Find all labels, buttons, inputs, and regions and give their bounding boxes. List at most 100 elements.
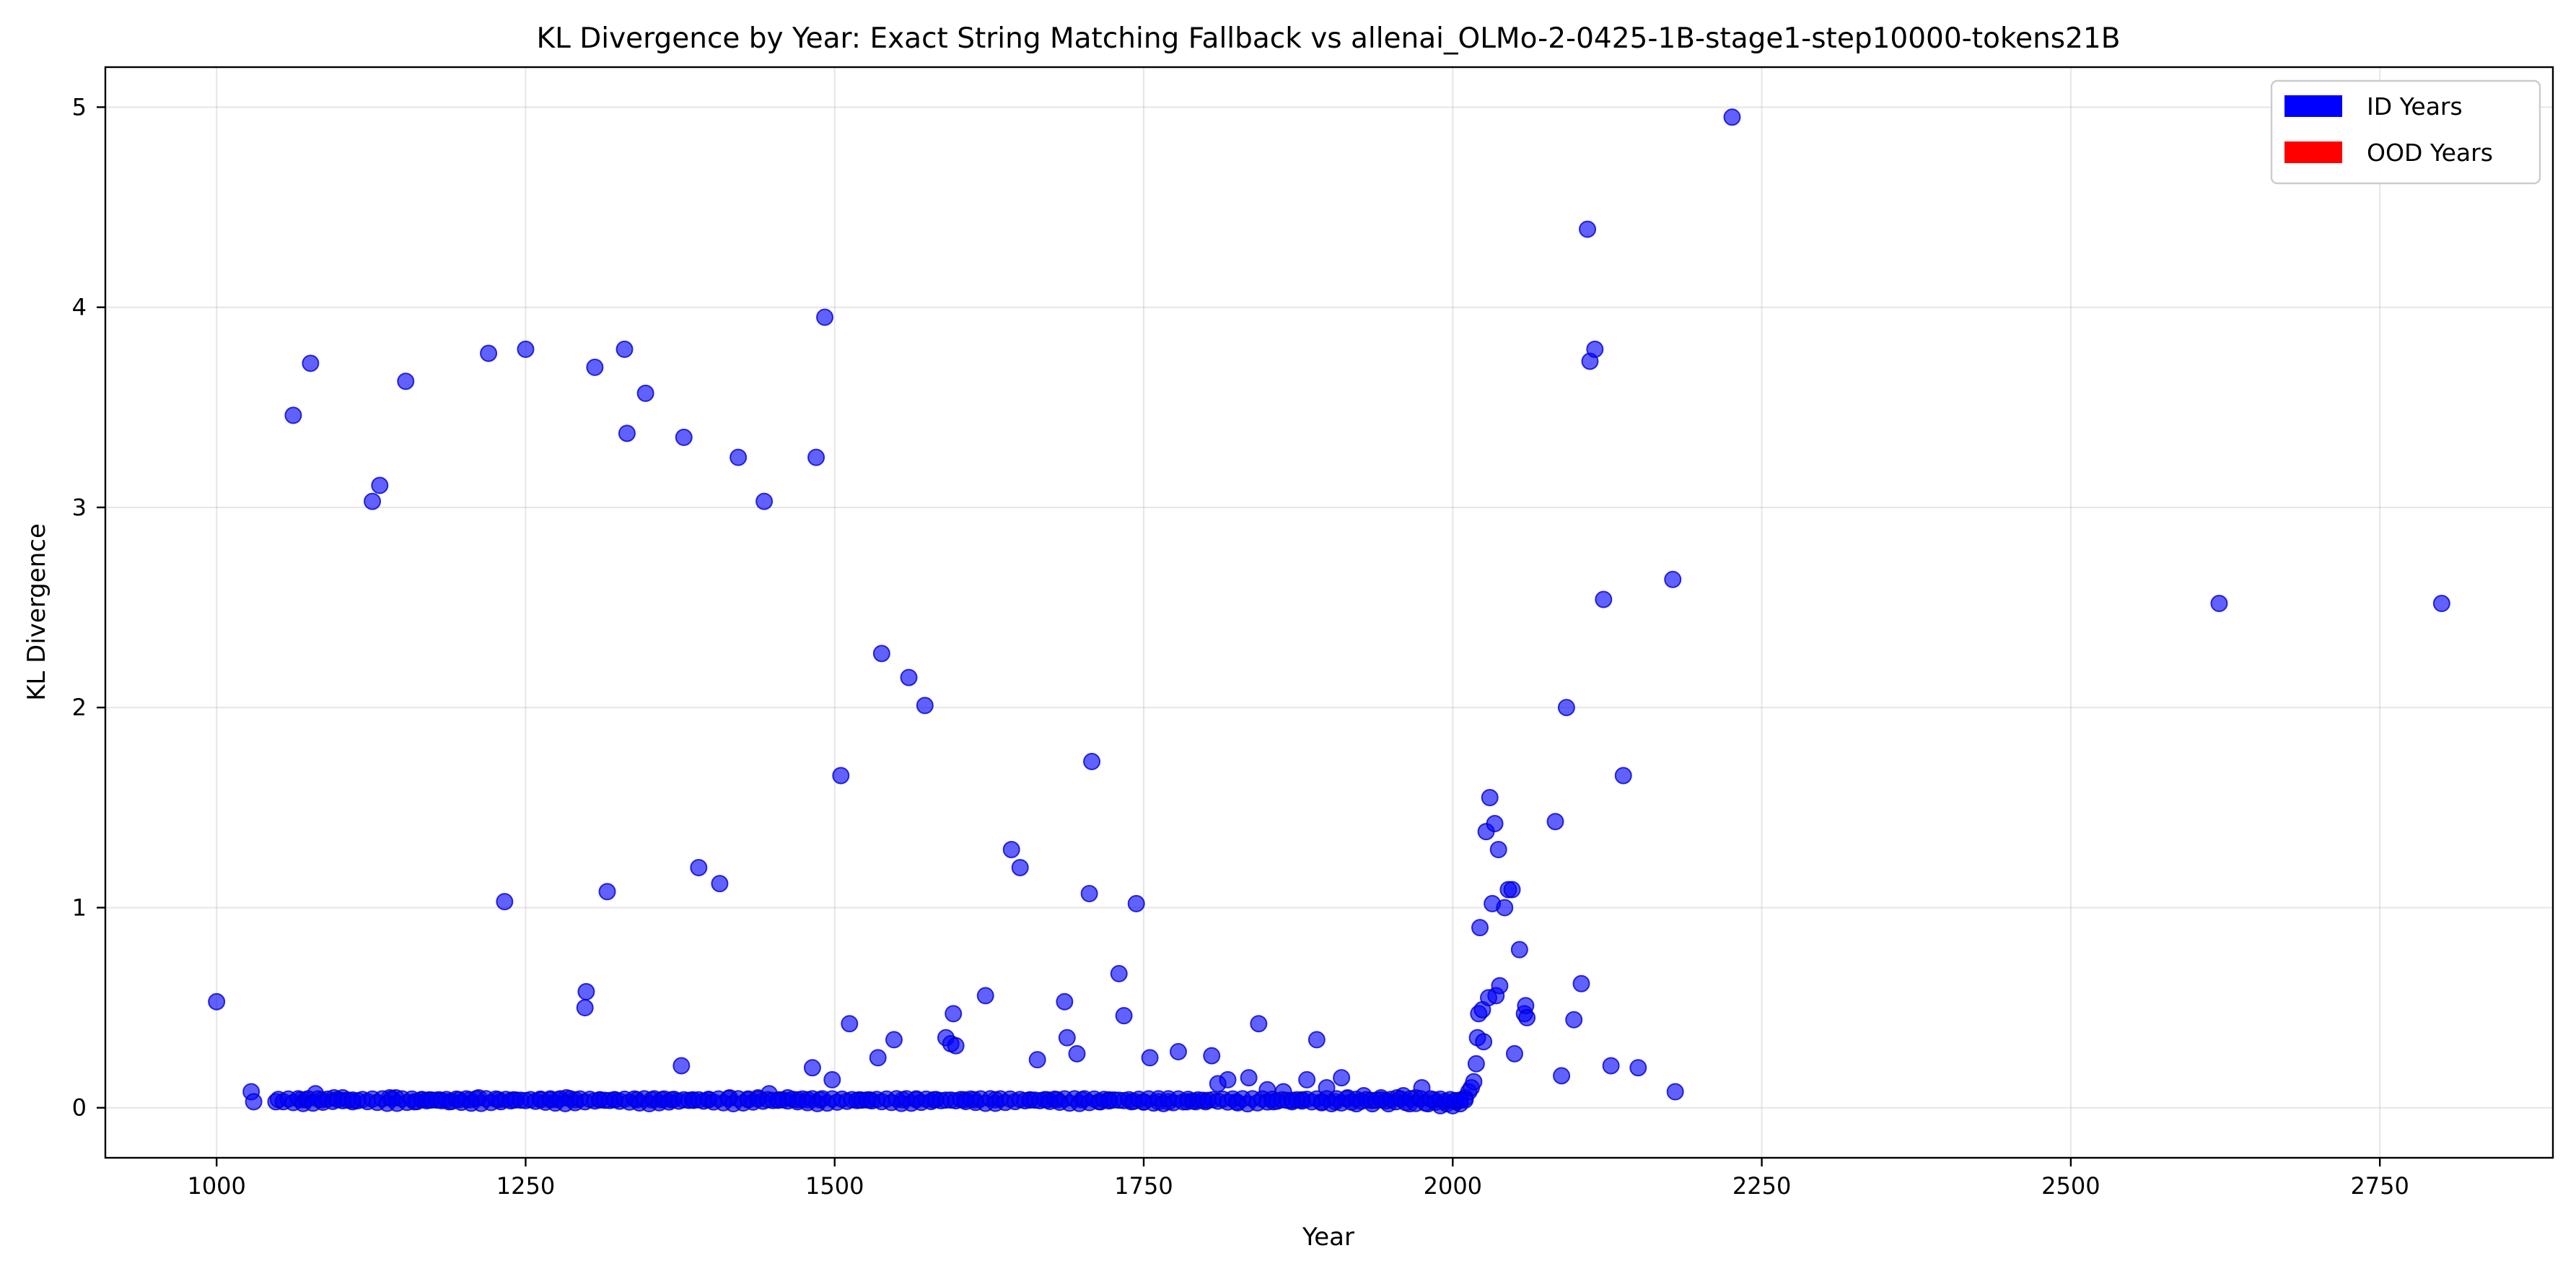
plot-frame xyxy=(104,66,2554,1159)
data-point xyxy=(480,344,498,362)
data-point xyxy=(1028,1051,1046,1069)
data-point xyxy=(577,982,595,1000)
x-axis: 1000 1250 1500 1750 2000 2250 2500 2750 xyxy=(187,1158,2409,1200)
data-point xyxy=(1011,858,1029,876)
data-point xyxy=(1505,1044,1523,1063)
data-point xyxy=(598,883,616,901)
y-tick-label: 3 xyxy=(72,494,87,521)
data-point xyxy=(1068,1044,1086,1063)
data-point xyxy=(208,992,226,1011)
data-point xyxy=(711,875,729,893)
data-point xyxy=(900,668,918,686)
y-tick-label: 2 xyxy=(72,694,87,721)
data-point xyxy=(885,1031,903,1049)
data-point xyxy=(1465,1073,1483,1091)
data-point xyxy=(397,372,415,391)
data-point xyxy=(1080,885,1098,903)
data-point xyxy=(1486,814,1504,832)
data-point xyxy=(1503,881,1521,899)
x-tick-label: 1750 xyxy=(1114,1172,1173,1200)
data-point xyxy=(1083,753,1101,771)
data-point xyxy=(1579,220,1597,238)
data-point xyxy=(1664,570,1682,588)
x-tick-label: 2000 xyxy=(1424,1172,1482,1200)
data-point xyxy=(1510,941,1528,959)
data-point xyxy=(302,354,320,372)
data-point xyxy=(2210,595,2228,613)
data-point xyxy=(615,340,634,358)
data-point xyxy=(916,697,934,715)
data-point xyxy=(730,448,748,466)
data-point xyxy=(1518,1008,1536,1026)
data-point xyxy=(832,767,850,785)
y-tick-label: 0 xyxy=(72,1094,87,1122)
data-point xyxy=(690,858,708,876)
y-tick-label: 1 xyxy=(72,894,87,921)
x-tick-label: 2750 xyxy=(2350,1172,2409,1200)
data-point xyxy=(576,999,594,1017)
data-point xyxy=(245,1093,263,1111)
x-axis-label: Year xyxy=(1302,1223,1354,1252)
legend-swatch-id-years xyxy=(2284,95,2342,117)
data-point xyxy=(1546,813,1564,831)
legend-swatch-ood-years xyxy=(2284,141,2342,163)
data-point xyxy=(1203,1047,1221,1065)
data-point xyxy=(1333,1069,1351,1087)
y-axis: 0 1 2 3 4 5 xyxy=(72,93,105,1122)
data-point xyxy=(1491,977,1509,995)
data-point xyxy=(1127,894,1145,912)
data-point xyxy=(1489,841,1507,859)
grid-lines xyxy=(105,67,2553,1158)
data-point xyxy=(1058,1029,1076,1047)
data-point xyxy=(947,1037,965,1055)
data-point xyxy=(1723,108,1741,126)
data-points xyxy=(208,108,2450,1114)
data-point xyxy=(1467,1055,1485,1073)
data-point xyxy=(673,1057,691,1075)
data-point xyxy=(1115,1007,1133,1025)
data-point xyxy=(618,424,636,442)
y-axis-label: KL Divergence xyxy=(22,523,51,701)
data-point xyxy=(1307,1031,1326,1049)
data-point xyxy=(1572,974,1590,992)
data-point xyxy=(496,893,514,911)
data-point xyxy=(1595,590,1613,608)
data-point xyxy=(816,308,834,326)
data-point xyxy=(1553,1067,1571,1085)
data-point xyxy=(1475,1033,1493,1051)
data-point xyxy=(1141,1049,1159,1067)
x-tick-label: 2250 xyxy=(1732,1172,1791,1200)
x-tick-label: 1250 xyxy=(496,1172,555,1200)
data-point xyxy=(869,1049,887,1067)
data-point xyxy=(1471,919,1489,937)
data-point xyxy=(517,340,535,358)
data-point xyxy=(636,384,654,402)
data-point xyxy=(1250,1015,1268,1033)
legend-label-ood-years: OOD Years xyxy=(2367,139,2493,167)
data-point xyxy=(1169,1043,1187,1061)
y-tick-label: 5 xyxy=(72,93,87,121)
data-point xyxy=(1481,788,1499,806)
data-point xyxy=(1666,1083,1684,1101)
legend-label-id-years: ID Years xyxy=(2367,92,2463,121)
data-point xyxy=(1456,1091,1474,1109)
data-point xyxy=(371,476,389,494)
data-point xyxy=(586,358,604,376)
data-point xyxy=(364,492,382,510)
data-point xyxy=(1586,340,1604,358)
data-point xyxy=(976,987,994,1005)
y-tick-label: 4 xyxy=(72,294,87,321)
legend: ID Years OOD Years xyxy=(2270,79,2541,185)
data-point xyxy=(807,448,825,466)
data-point xyxy=(1219,1070,1237,1088)
data-point xyxy=(1002,841,1020,859)
x-tick-label: 1500 xyxy=(805,1172,864,1200)
data-point xyxy=(872,645,890,663)
data-point xyxy=(1240,1069,1258,1087)
data-point xyxy=(823,1070,841,1088)
data-point xyxy=(2432,595,2450,613)
data-point xyxy=(1614,767,1632,785)
data-point xyxy=(1629,1059,1647,1077)
data-point xyxy=(945,1005,963,1023)
